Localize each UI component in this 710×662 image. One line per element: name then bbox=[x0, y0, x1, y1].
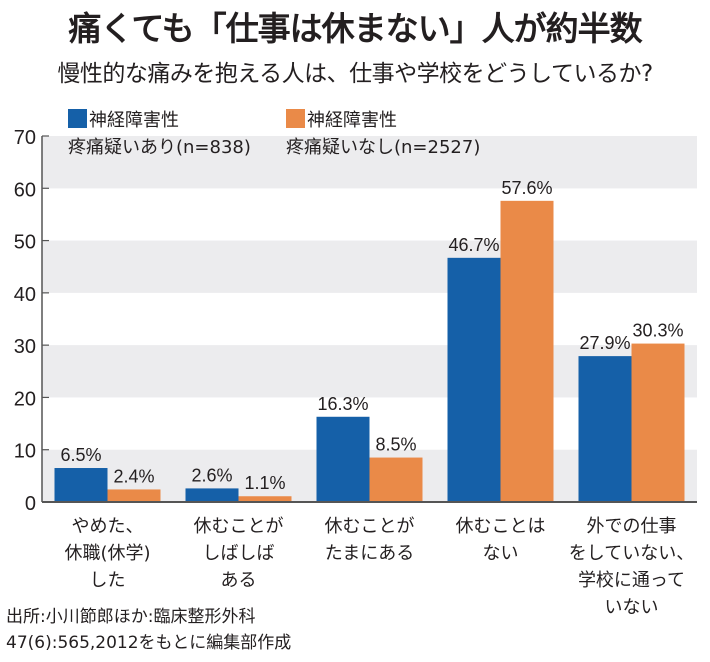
x-category-label: をしていない、 bbox=[569, 543, 694, 564]
source-line-2: 47(6):565,2012をもとに編集部作成 bbox=[6, 633, 292, 653]
chart-subtitle: 慢性的な痛みを抱える人は、仕事や学校をどうしているか? bbox=[57, 61, 653, 87]
legend-swatch bbox=[286, 109, 305, 128]
data-label: 46.7% bbox=[448, 235, 499, 255]
data-label: 57.6% bbox=[501, 178, 552, 198]
x-category-label: 休むことが bbox=[194, 516, 284, 537]
x-category-label: やめた、 bbox=[72, 516, 144, 537]
y-tick-label: 10 bbox=[14, 441, 36, 463]
x-category-label: した bbox=[90, 570, 126, 591]
y-tick-label: 30 bbox=[14, 336, 36, 358]
y-tick-label: 0 bbox=[25, 493, 36, 515]
data-label: 27.9% bbox=[579, 333, 630, 353]
bar bbox=[185, 488, 239, 502]
legend-swatch bbox=[68, 109, 87, 128]
bar bbox=[238, 496, 292, 502]
data-label: 2.6% bbox=[191, 465, 232, 485]
data-label: 1.1% bbox=[244, 473, 285, 493]
bar bbox=[447, 257, 501, 502]
data-label: 16.3% bbox=[317, 394, 368, 414]
x-category-label: 外での仕事 bbox=[587, 516, 677, 537]
x-category-label: 学校に通って bbox=[578, 570, 685, 591]
y-tick-label: 60 bbox=[14, 179, 36, 201]
data-label: 6.5% bbox=[60, 445, 101, 465]
grid-band bbox=[42, 136, 697, 189]
legend-label: 神経障害性 bbox=[89, 110, 179, 131]
y-tick-label: 40 bbox=[14, 284, 36, 306]
x-category-label: たまにある bbox=[325, 543, 414, 564]
x-category-label: 休むことは bbox=[456, 516, 546, 537]
legend-label: 疼痛疑いあり(n=838) bbox=[68, 137, 251, 158]
data-label: 2.4% bbox=[113, 466, 154, 486]
y-tick-label: 70 bbox=[14, 127, 36, 149]
legend-label: 神経障害性 bbox=[307, 110, 397, 131]
y-tick-label: 50 bbox=[14, 232, 36, 254]
x-category-label: ある bbox=[221, 570, 257, 591]
x-category-label: いない bbox=[605, 597, 659, 618]
data-label: 30.3% bbox=[632, 321, 683, 341]
x-category-label: 休むことが bbox=[325, 516, 415, 537]
bar bbox=[107, 489, 161, 502]
x-category-label: 休職(休学) bbox=[64, 543, 150, 564]
chart-title: 痛くても「仕事は休まない」人が約半数 bbox=[68, 9, 642, 48]
grid-band bbox=[42, 240, 697, 293]
bar bbox=[54, 468, 108, 502]
bar bbox=[578, 356, 632, 502]
bar bbox=[500, 200, 554, 502]
legend-label: 疼痛疑いなし(n=2527) bbox=[286, 137, 480, 158]
bar bbox=[631, 343, 685, 502]
x-category-label: しばしば bbox=[203, 543, 275, 564]
y-tick-label: 20 bbox=[14, 388, 36, 410]
x-category-label: ない bbox=[483, 543, 519, 564]
data-label: 8.5% bbox=[375, 435, 416, 455]
source-line-1: 出所:小川節郎ほか:臨床整形外科 bbox=[6, 607, 256, 627]
bar bbox=[316, 416, 370, 502]
bar bbox=[369, 457, 423, 502]
